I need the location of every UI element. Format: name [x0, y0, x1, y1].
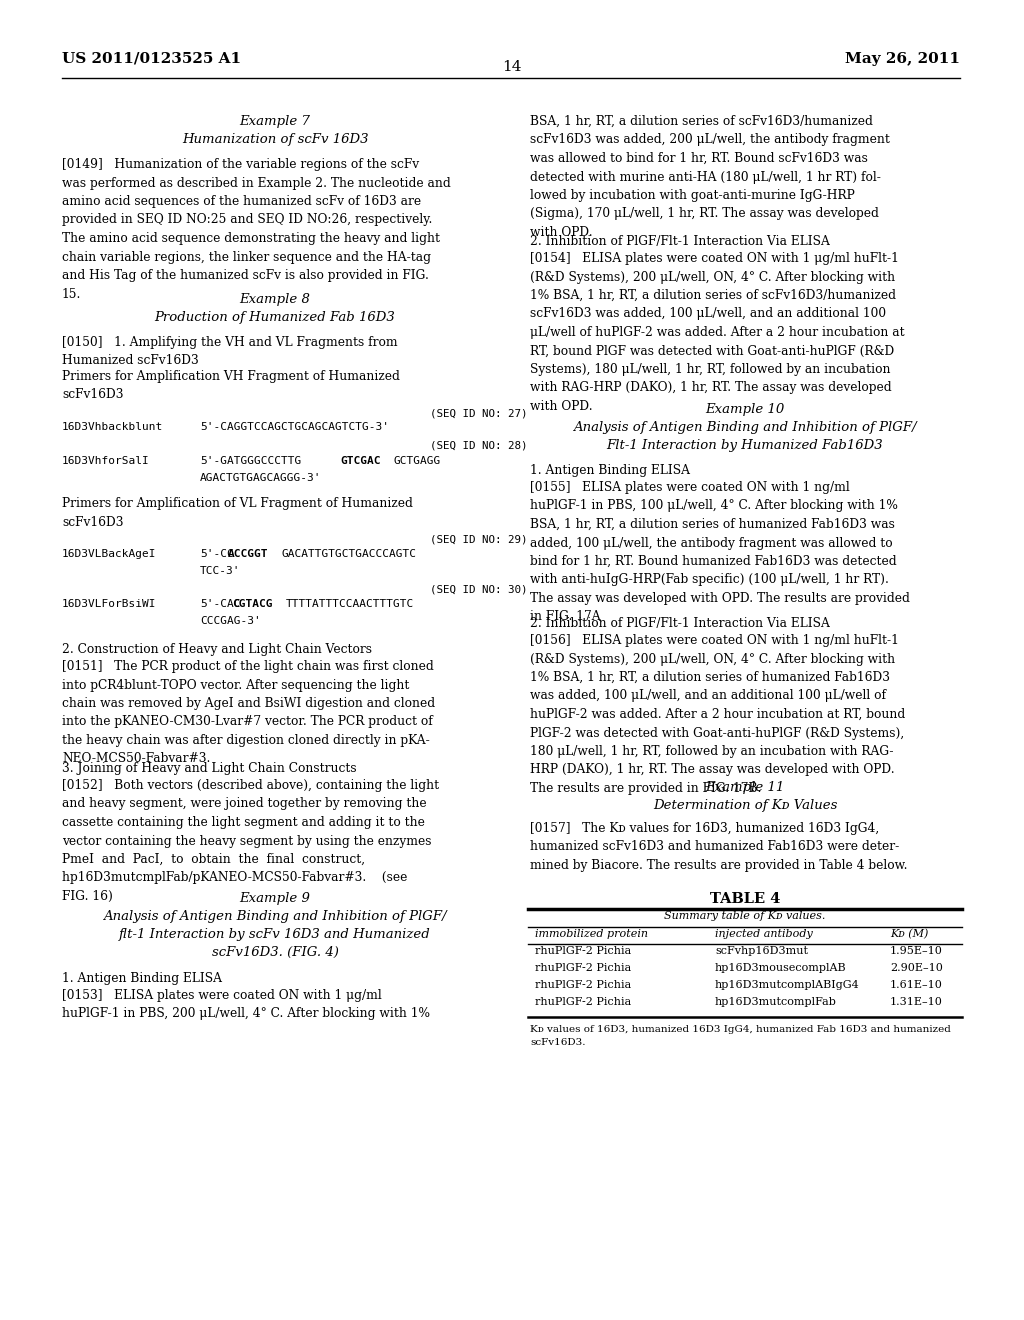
Text: [0154]   ELISA plates were coated ON with 1 μg/ml huFlt-1
(R&D Systems), 200 μL/: [0154] ELISA plates were coated ON with … [530, 252, 904, 413]
Text: Example 10: Example 10 [706, 403, 784, 416]
Text: 5'-CAC: 5'-CAC [200, 599, 241, 609]
Text: 5'-CAGGTCCAGCTGCAGCAGTCTG-3': 5'-CAGGTCCAGCTGCAGCAGTCTG-3' [200, 422, 389, 432]
Text: 1. Antigen Binding ELISA: 1. Antigen Binding ELISA [530, 465, 690, 477]
Text: 2. Inhibition of PlGF/Flt-1 Interaction Via ELISA: 2. Inhibition of PlGF/Flt-1 Interaction … [530, 616, 829, 630]
Text: 2.90E–10: 2.90E–10 [890, 964, 943, 973]
Text: [0149]   Humanization of the variable regions of the scFv
was performed as descr: [0149] Humanization of the variable regi… [62, 158, 451, 301]
Text: Flt-1 Interaction by Humanized Fab16D3: Flt-1 Interaction by Humanized Fab16D3 [606, 440, 884, 451]
Text: rhuPlGF-2 Pichia: rhuPlGF-2 Pichia [535, 997, 631, 1007]
Text: Analysis of Antigen Binding and Inhibition of PlGF/: Analysis of Antigen Binding and Inhibiti… [103, 909, 446, 923]
Text: GACATTGTGCTGACCCAGTC: GACATTGTGCTGACCCAGTC [282, 549, 417, 558]
Text: Determination of Kᴅ Values: Determination of Kᴅ Values [653, 799, 838, 812]
Text: 1.95E–10: 1.95E–10 [890, 946, 943, 956]
Text: TABLE 4: TABLE 4 [710, 892, 780, 906]
Text: Primers for Amplification of VL Fragment of Humanized
scFv16D3: Primers for Amplification of VL Fragment… [62, 498, 413, 528]
Text: Example 11: Example 11 [706, 781, 784, 795]
Text: flt-1 Interaction by scFv 16D3 and Humanized: flt-1 Interaction by scFv 16D3 and Human… [119, 928, 431, 941]
Text: hp16D3mutcomplFab: hp16D3mutcomplFab [715, 997, 837, 1007]
Text: rhuPlGF-2 Pichia: rhuPlGF-2 Pichia [535, 964, 631, 973]
Text: hp16D3mutcomplABIgG4: hp16D3mutcomplABIgG4 [715, 979, 860, 990]
Text: 1. Antigen Binding ELISA: 1. Antigen Binding ELISA [62, 972, 222, 985]
Text: ACCGGT: ACCGGT [228, 549, 268, 558]
Text: immobilized protein: immobilized protein [535, 929, 648, 939]
Text: Example 9: Example 9 [240, 892, 310, 906]
Text: [0150]   1. Amplifying the VH and VL Fragments from
Humanized scFv16D3: [0150] 1. Amplifying the VH and VL Fragm… [62, 337, 397, 367]
Text: 16D3VLForBsiWI: 16D3VLForBsiWI [62, 599, 157, 609]
Text: [0153]   ELISA plates were coated ON with 1 μg/ml
huPlGF-1 in PBS, 200 μL/well, : [0153] ELISA plates were coated ON with … [62, 989, 430, 1020]
Text: Example 8: Example 8 [240, 293, 310, 306]
Text: CGTACG: CGTACG [232, 599, 272, 609]
Text: GCTGAGG: GCTGAGG [393, 455, 440, 466]
Text: (SEQ ID NO: 28): (SEQ ID NO: 28) [430, 441, 527, 451]
Text: injected antibody: injected antibody [715, 929, 813, 939]
Text: Primers for Amplification VH Fragment of Humanized
scFv16D3: Primers for Amplification VH Fragment of… [62, 370, 400, 401]
Text: 5'-GATGGGCCCTTG: 5'-GATGGGCCCTTG [200, 455, 301, 466]
Text: 3. Joining of Heavy and Light Chain Constructs: 3. Joining of Heavy and Light Chain Cons… [62, 762, 356, 775]
Text: CCCGAG-3': CCCGAG-3' [200, 616, 261, 626]
Text: 16D3VLBackAgeI: 16D3VLBackAgeI [62, 549, 157, 558]
Text: Production of Humanized Fab 16D3: Production of Humanized Fab 16D3 [155, 312, 395, 323]
Text: 14: 14 [502, 59, 522, 74]
Text: 1.61E–10: 1.61E–10 [890, 979, 943, 990]
Text: 2. Construction of Heavy and Light Chain Vectors: 2. Construction of Heavy and Light Chain… [62, 643, 372, 656]
Text: 1.31E–10: 1.31E–10 [890, 997, 943, 1007]
Text: (SEQ ID NO: 30): (SEQ ID NO: 30) [430, 585, 527, 595]
Text: [0151]   The PCR product of the light chain was first cloned
into pCR4blunt-TOPO: [0151] The PCR product of the light chai… [62, 660, 435, 766]
Text: hp16D3mousecomplAB: hp16D3mousecomplAB [715, 964, 847, 973]
Text: [0152]   Both vectors (described above), containing the light
and heavy segment,: [0152] Both vectors (described above), c… [62, 779, 439, 903]
Text: Summary table of Kᴅ values.: Summary table of Kᴅ values. [665, 911, 825, 921]
Text: scFv16D3. (FIG. 4): scFv16D3. (FIG. 4) [212, 946, 339, 960]
Text: 16D3VhforSalI: 16D3VhforSalI [62, 455, 150, 466]
Text: Analysis of Antigen Binding and Inhibition of PlGF/: Analysis of Antigen Binding and Inhibiti… [573, 421, 916, 434]
Text: Kᴅ (M): Kᴅ (M) [890, 929, 929, 940]
Text: TCC-3': TCC-3' [200, 566, 241, 576]
Text: [0156]   ELISA plates were coated ON with 1 ng/ml huFlt-1
(R&D Systems), 200 μL/: [0156] ELISA plates were coated ON with … [530, 634, 905, 795]
Text: US 2011/0123525 A1: US 2011/0123525 A1 [62, 51, 241, 66]
Text: GTCGAC: GTCGAC [340, 455, 381, 466]
Text: Humanization of scFv 16D3: Humanization of scFv 16D3 [181, 133, 369, 147]
Text: BSA, 1 hr, RT, a dilution series of scFv16D3/humanized
scFv16D3 was added, 200 μ: BSA, 1 hr, RT, a dilution series of scFv… [530, 115, 890, 239]
Text: [0155]   ELISA plates were coated ON with 1 ng/ml
huPlGF-1 in PBS, 100 μL/well, : [0155] ELISA plates were coated ON with … [530, 480, 910, 623]
Text: TTTTATTTCCAACTTTGTC: TTTTATTTCCAACTTTGTC [286, 599, 415, 609]
Text: 16D3Vhbackblunt: 16D3Vhbackblunt [62, 422, 163, 432]
Text: rhuPlGF-2 Pichia: rhuPlGF-2 Pichia [535, 946, 631, 956]
Text: [0157]   The Kᴅ values for 16D3, humanized 16D3 IgG4,
humanized scFv16D3 and hum: [0157] The Kᴅ values for 16D3, humanized… [530, 822, 907, 873]
Text: (SEQ ID NO: 27): (SEQ ID NO: 27) [430, 408, 527, 418]
Text: (SEQ ID NO: 29): (SEQ ID NO: 29) [430, 535, 527, 545]
Text: 5'-CC: 5'-CC [200, 549, 233, 558]
Text: scFvhp16D3mut: scFvhp16D3mut [715, 946, 808, 956]
Text: rhuPlGF-2 Pichia: rhuPlGF-2 Pichia [535, 979, 631, 990]
Text: 2. Inhibition of PlGF/Flt-1 Interaction Via ELISA: 2. Inhibition of PlGF/Flt-1 Interaction … [530, 235, 829, 248]
Text: May 26, 2011: May 26, 2011 [845, 51, 961, 66]
Text: AGACTGTGAGCAGGG-3': AGACTGTGAGCAGGG-3' [200, 473, 322, 483]
Text: Example 7: Example 7 [240, 115, 310, 128]
Text: Kᴅ values of 16D3, humanized 16D3 IgG4, humanized Fab 16D3 and humanized
scFv16D: Kᴅ values of 16D3, humanized 16D3 IgG4, … [530, 1026, 951, 1047]
